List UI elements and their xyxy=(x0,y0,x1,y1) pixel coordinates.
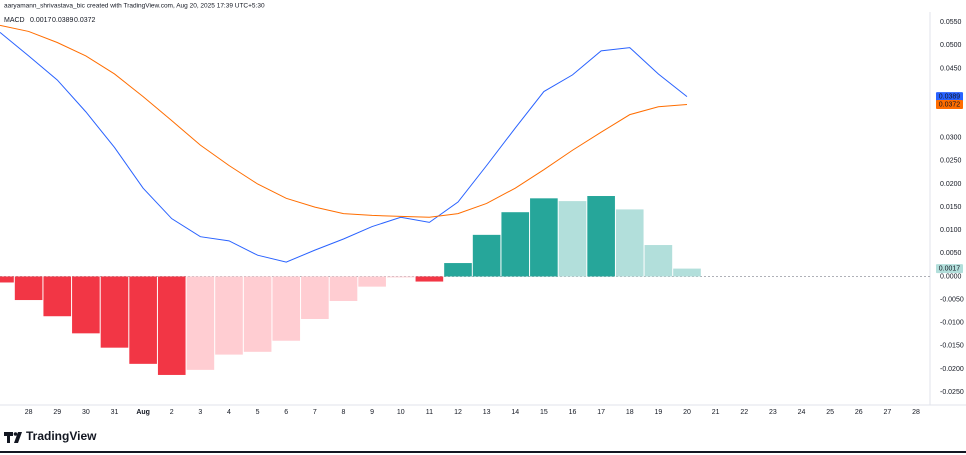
histogram-bar xyxy=(186,276,215,370)
histogram-bar xyxy=(386,276,415,278)
macd-line xyxy=(0,24,688,218)
x-tick-label: 2 xyxy=(170,409,174,416)
last-value-label: 0.0389 xyxy=(939,93,961,100)
x-tick-label: 6 xyxy=(284,409,288,416)
y-tick-label: -0.0050 xyxy=(940,296,964,303)
histogram-bar xyxy=(0,276,14,283)
x-tick-label: 14 xyxy=(511,409,519,416)
y-tick-label: 0.0050 xyxy=(940,250,962,257)
x-tick-label: 10 xyxy=(397,409,405,416)
x-tick-label: 21 xyxy=(712,409,720,416)
x-tick-label: 28 xyxy=(912,409,920,416)
macd-line xyxy=(0,31,688,263)
histogram-bar xyxy=(358,276,386,287)
histogram-bar xyxy=(587,196,615,277)
histogram-bar xyxy=(444,263,472,277)
histogram-bar xyxy=(100,276,129,348)
y-tick-label: 0.0500 xyxy=(940,42,962,49)
x-tick-label: 11 xyxy=(426,409,433,416)
legend-title: MACD xyxy=(4,17,25,24)
histogram-bar xyxy=(415,276,444,282)
y-tick-label: 0.0200 xyxy=(940,181,962,188)
x-tick-label: 28 xyxy=(25,409,33,416)
histogram-bar xyxy=(615,209,644,277)
y-tick-label: -0.0200 xyxy=(940,366,964,373)
x-tick-label: 7 xyxy=(313,409,317,416)
x-tick-label: 15 xyxy=(540,409,548,416)
last-value-box xyxy=(936,99,963,109)
x-tick-label: 16 xyxy=(569,409,577,416)
brand: TradingView xyxy=(26,429,97,443)
x-tick-label: 31 xyxy=(111,409,119,416)
x-tick-label: 9 xyxy=(370,409,374,416)
x-tick-label: 30 xyxy=(82,409,90,416)
x-tick-label: 5 xyxy=(256,409,260,416)
x-tick-label: Aug xyxy=(136,409,150,416)
y-tick-label: -0.0100 xyxy=(940,320,964,327)
x-tick-label: 24 xyxy=(798,409,806,416)
histogram-bar xyxy=(472,234,501,277)
histogram-bar xyxy=(14,276,43,301)
histogram-bar xyxy=(644,245,673,277)
x-tick-label: 26 xyxy=(855,409,863,416)
histogram-bar xyxy=(215,276,243,355)
histogram-bar xyxy=(329,276,358,301)
x-tick-label: 17 xyxy=(597,409,605,416)
x-tick-label: 4 xyxy=(227,409,231,416)
x-tick-label: 20 xyxy=(683,409,691,416)
x-tick-label: 29 xyxy=(53,409,61,416)
legend-value: 0.0017 xyxy=(30,17,52,24)
x-tick-label: 19 xyxy=(654,409,662,416)
y-tick-label: 0.0450 xyxy=(940,65,962,72)
y-tick-label: 0.0150 xyxy=(940,204,962,211)
last-value-box xyxy=(936,264,963,274)
x-tick-label: 27 xyxy=(883,409,891,416)
x-tick-label: 13 xyxy=(483,409,491,416)
y-tick-label: -0.0150 xyxy=(940,343,964,350)
last-value-label: 0.0017 xyxy=(939,265,961,272)
histogram-bar xyxy=(530,198,558,277)
histogram-bar xyxy=(72,276,100,334)
x-tick-label: 18 xyxy=(626,409,634,416)
histogram-bar xyxy=(157,276,186,375)
plot xyxy=(0,24,930,375)
x-tick-label: 8 xyxy=(342,409,346,416)
x-tick-label: 25 xyxy=(826,409,834,416)
histogram-bar xyxy=(673,268,701,277)
legend-value: 0.0389 xyxy=(52,17,74,24)
last-value-label: 0.0372 xyxy=(939,101,961,108)
y-tick-label: 0.0550 xyxy=(940,19,962,26)
y-tick-label: 0.0300 xyxy=(940,135,962,142)
y-tick-label: 0.0250 xyxy=(940,158,962,165)
histogram-bar xyxy=(243,276,272,352)
y-tick-label: -0.0250 xyxy=(940,389,964,396)
legend-value: 0.0372 xyxy=(74,17,96,24)
histogram-bar xyxy=(501,212,530,277)
histogram-bar xyxy=(301,276,329,320)
header: aaryamann_shrivastava_bic created with T… xyxy=(4,3,265,10)
histogram-bar xyxy=(272,276,301,341)
x-tick-label: 12 xyxy=(454,409,462,416)
histogram-bar xyxy=(129,276,157,364)
x-tick-label: 23 xyxy=(769,409,777,416)
y-tick-label: 0.0000 xyxy=(940,273,962,280)
y-tick-label: 0.0100 xyxy=(940,227,962,234)
x-tick-label: 3 xyxy=(198,409,202,416)
histogram-bar xyxy=(43,276,72,317)
x-tick-label: 22 xyxy=(740,409,748,416)
last-value-box xyxy=(936,92,963,102)
brand-logo xyxy=(4,432,22,443)
histogram-bar xyxy=(558,201,587,277)
